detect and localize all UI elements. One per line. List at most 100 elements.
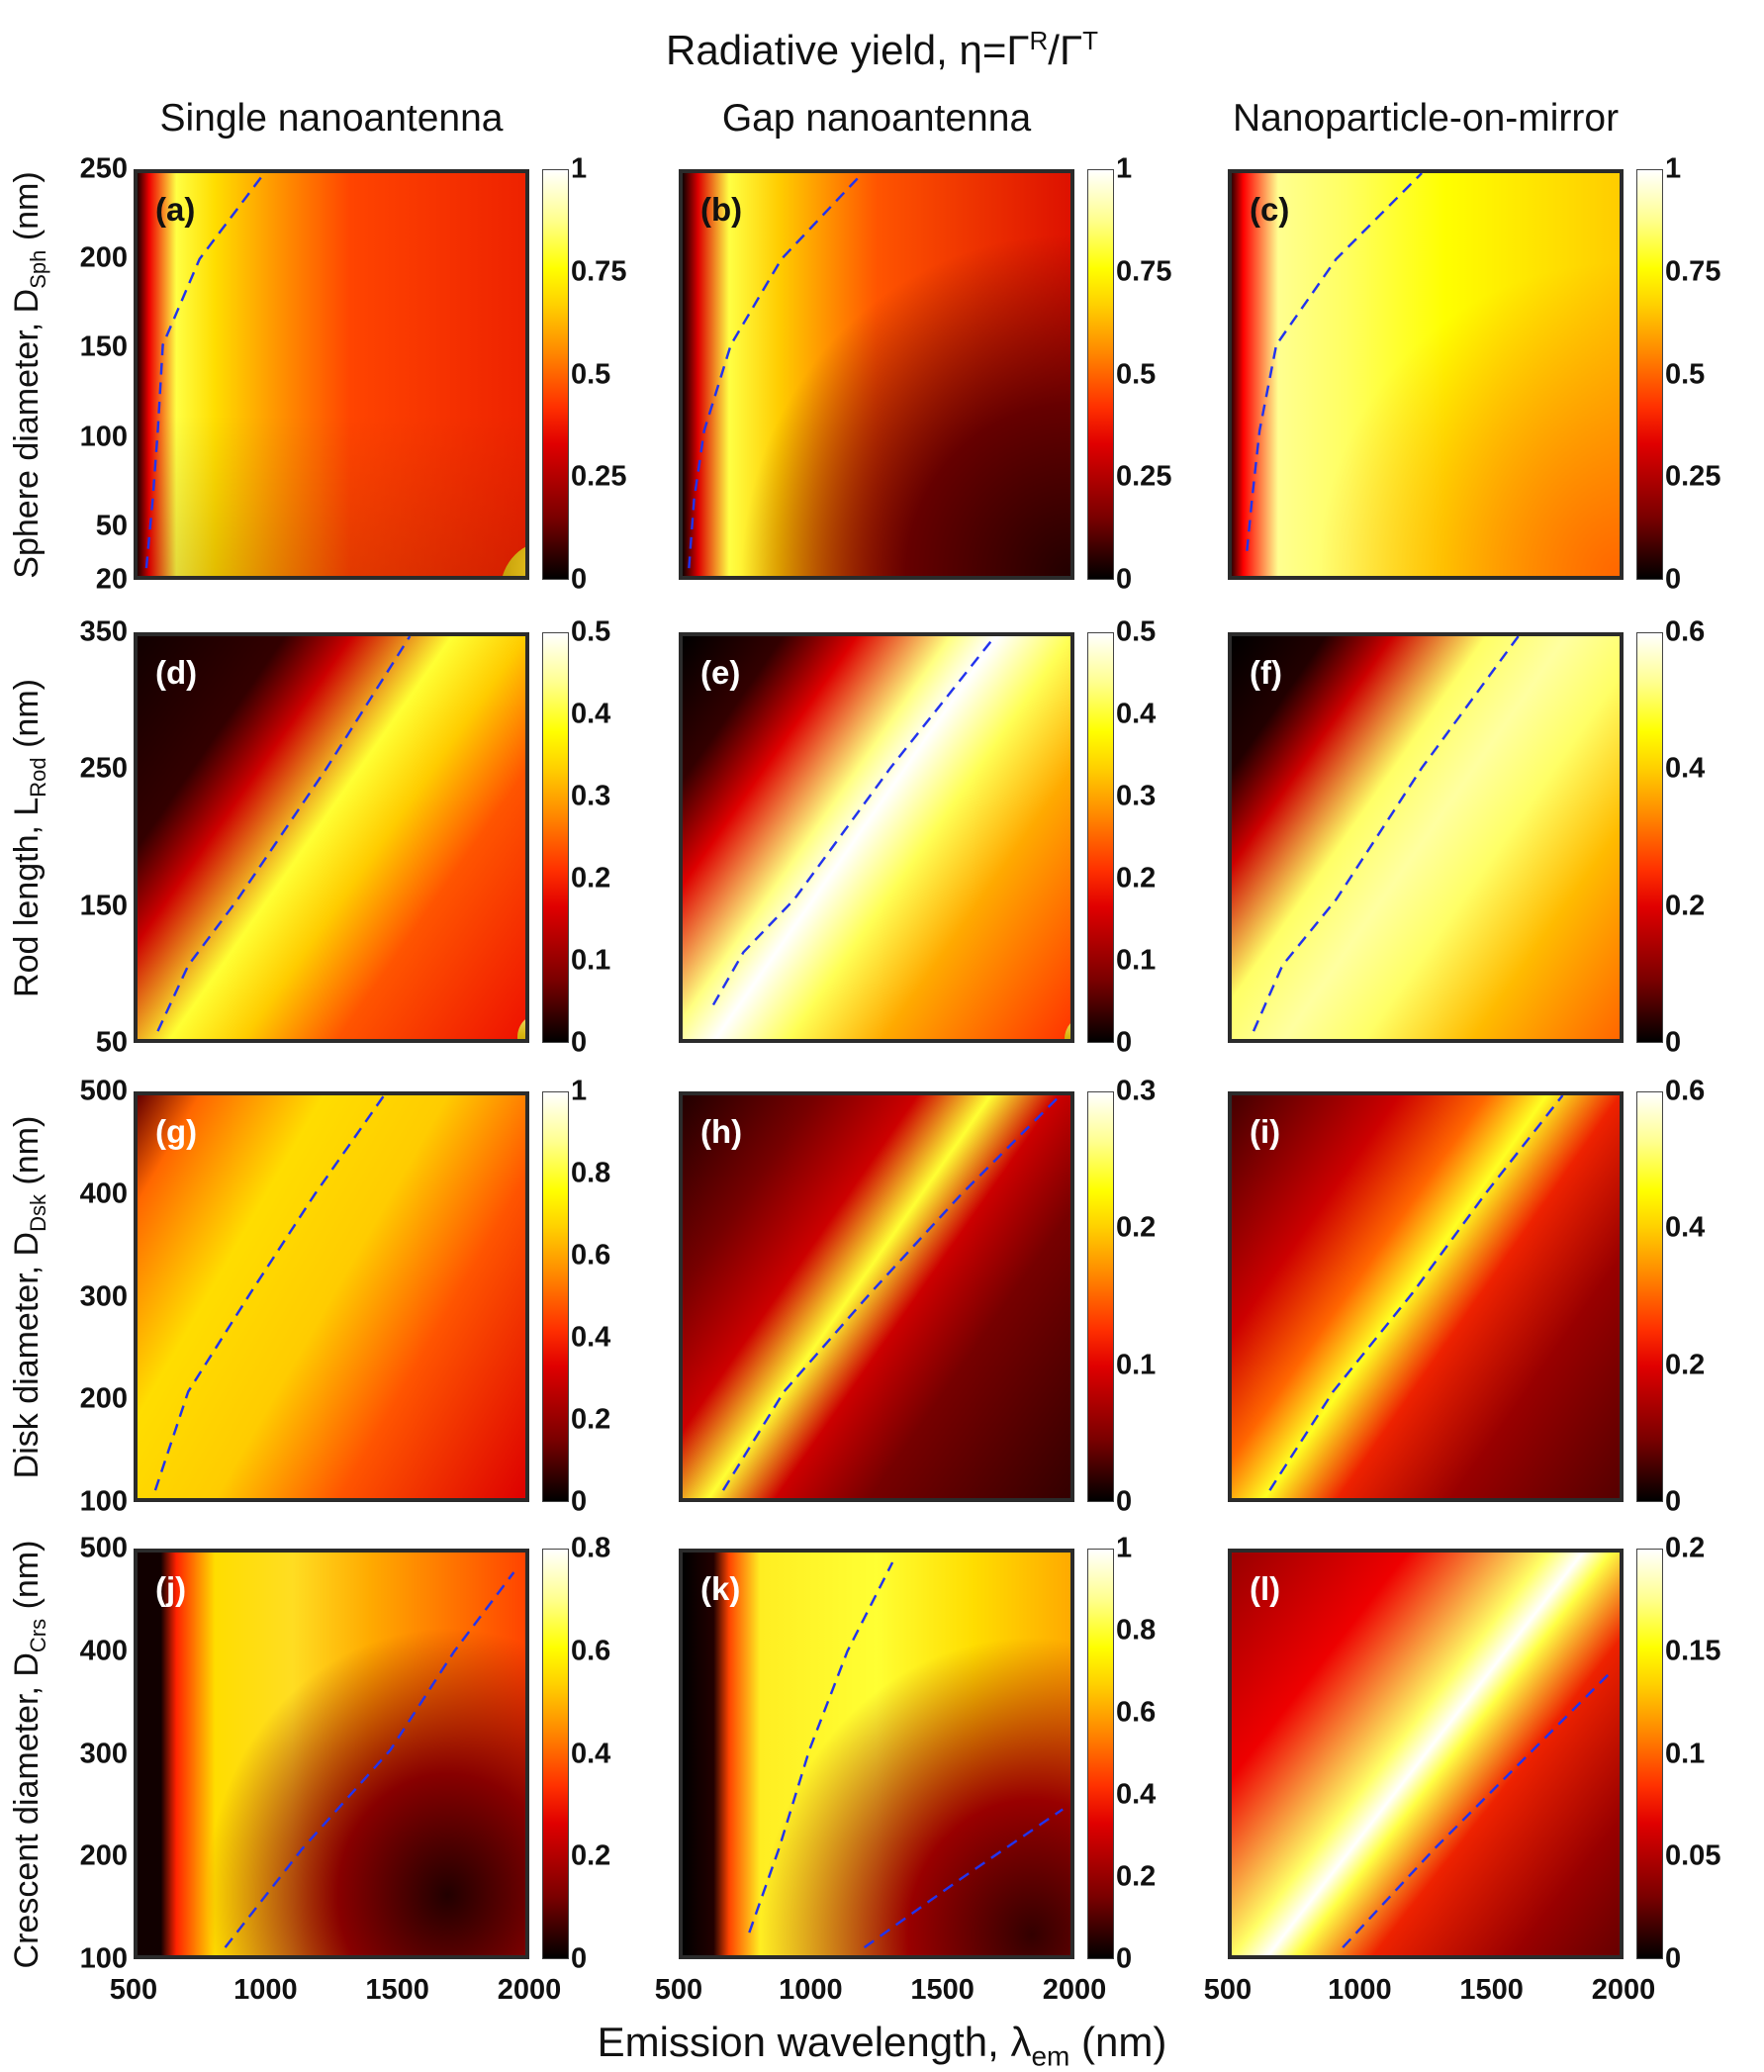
heatmap-panel-e: (e) [679, 632, 1074, 1043]
figure-title: Radiative yield, η=ΓR/ΓT [0, 26, 1764, 74]
y-tick-label: 350 [79, 615, 128, 648]
colorbar-tick-label: 0.4 [571, 698, 611, 730]
colorbar-b [1087, 169, 1114, 580]
colorbar-tick-label: 0 [571, 563, 588, 596]
colorbar-tick-label: 0.8 [571, 1157, 611, 1189]
colorbar-tick-label: 0.1 [1665, 1738, 1706, 1769]
colorbar-tick-label: 0.75 [571, 255, 627, 288]
colorbar-tick-label: 0.15 [1665, 1635, 1721, 1667]
colorbar-tick-label: 0 [1116, 1026, 1133, 1059]
y-label-unit: (nm) [8, 678, 46, 757]
y-tick-label: 100 [79, 421, 128, 453]
resonance-dashed-line [156, 636, 412, 1032]
resonance-overlay [144, 173, 266, 569]
colorbar-tick-label: 0 [1116, 1942, 1133, 1975]
colorbar-tick-label: 0 [1665, 563, 1682, 596]
resonance-dashed-line [748, 1561, 894, 1933]
y-tick-label: 200 [79, 241, 128, 274]
resonance-overlay [156, 636, 412, 1032]
column-title-mirror: Nanoparticle-on-mirror [1232, 97, 1620, 140]
rod-icon [517, 1013, 525, 1039]
colorbar-tick-label: 0.2 [571, 1839, 611, 1872]
colorbar-tick-label: 0.1 [571, 944, 611, 977]
resonance-dashed-line [721, 1095, 1062, 1491]
colorbar-i [1636, 1091, 1663, 1502]
x-tick-label: 2000 [1591, 1974, 1656, 2006]
column-title-single: Single nanoantenna [159, 97, 504, 140]
colorbar-tick-label: 0.3 [1116, 780, 1157, 812]
resonance-overlay [1246, 173, 1423, 551]
colorbar-tick-label: 0.3 [1116, 1075, 1157, 1107]
column-title-gap: Gap nanoantenna [721, 97, 1032, 140]
y-tick-label: 20 [95, 563, 128, 596]
colorbar-tick-label: 0.4 [1116, 1778, 1157, 1811]
heatmap-panel-l: (l) [1228, 1549, 1624, 1959]
y-tick-label: 250 [79, 752, 128, 785]
resonance-overlay [688, 173, 864, 569]
colorbar-tick-label: 0.2 [1116, 862, 1157, 895]
colorbar-l [1636, 1549, 1663, 1959]
colorbar-tick-label: 0 [1116, 563, 1133, 596]
resonance-overlay [721, 1095, 1062, 1491]
resonance-overlay [1268, 1095, 1564, 1491]
colorbar-tick-label: 0.4 [1665, 752, 1706, 785]
y-label-text: Sphere diameter, D [8, 288, 46, 579]
y-tick-label: 500 [79, 1532, 128, 1564]
title-sup-t: T [1082, 26, 1098, 55]
panel-label: (d) [155, 654, 198, 691]
resonance-overlay [748, 1561, 1064, 1949]
colorbar-tick-label: 0 [1665, 1942, 1682, 1975]
colorbar-tick-label: 1 [571, 1075, 588, 1107]
colorbar-tick-label: 0.6 [1665, 615, 1706, 648]
panel-label: (k) [700, 1570, 741, 1607]
panel-label: (j) [155, 1570, 187, 1607]
y-tick-label: 400 [79, 1635, 128, 1667]
panel-label: (b) [700, 191, 743, 228]
colorbar-tick-label: 0.25 [1116, 460, 1172, 493]
y-label-sub: Dsk [25, 1193, 50, 1232]
title-mid: /Γ [1048, 27, 1083, 73]
y-label-sub: Rod [25, 756, 50, 798]
colorbar-g [542, 1091, 569, 1502]
y-tick-label: 150 [79, 330, 128, 363]
y-axis-label: Disk diameter, DDsk (nm) [8, 1115, 51, 1478]
heatmap-panel-k: (k) [679, 1549, 1074, 1959]
colorbar-tick-label: 1 [571, 152, 588, 185]
colorbar-tick-label: 0.8 [571, 1532, 611, 1564]
colorbar-tick-label: 0.4 [1116, 698, 1157, 730]
y-label-text: Crescent diameter, D [8, 1651, 46, 1968]
colorbar-tick-label: 0.1 [1116, 1349, 1157, 1381]
colorbar-tick-label: 0.6 [1116, 1696, 1157, 1729]
colorbar-tick-label: 0 [1665, 1485, 1682, 1518]
colorbar-tick-label: 0 [571, 1942, 588, 1975]
resonance-overlay [224, 1571, 515, 1948]
resonance-dashed-line [224, 1571, 515, 1948]
colorbar-e [1087, 632, 1114, 1043]
resonance-overlay [1252, 636, 1520, 1032]
y-tick-label: 50 [95, 510, 128, 542]
colorbar-tick-label: 0.5 [1665, 358, 1706, 390]
colorbar-tick-label: 0.2 [1116, 1211, 1157, 1244]
x-tick-label: 2000 [1042, 1974, 1107, 2006]
colorbar-tick-label: 0.6 [1665, 1075, 1706, 1107]
panel-label: (h) [700, 1113, 743, 1150]
heatmap-panel-i: (i) [1228, 1091, 1624, 1502]
heatmap-panel-c: (c) [1228, 169, 1624, 580]
resonance-overlay [153, 1095, 386, 1491]
panel-label: (e) [700, 654, 741, 691]
x-tick-label: 2000 [497, 1974, 562, 2006]
y-tick-label: 500 [79, 1075, 128, 1107]
resonance-dashed-line [153, 1095, 386, 1491]
colorbar-tick-label: 0.5 [571, 358, 611, 390]
y-label-sub: Crs [25, 1618, 50, 1652]
resonance-dashed-line [688, 173, 864, 569]
x-tick-label: 1000 [779, 1974, 843, 2006]
colorbar-tick-label: 0.2 [1116, 1860, 1157, 1893]
y-tick-label: 400 [79, 1177, 128, 1210]
colorbar-tick-label: 0.2 [571, 862, 611, 895]
y-tick-label: 250 [79, 152, 128, 185]
x-tick-label: 1000 [1328, 1974, 1392, 2006]
colorbar-tick-label: 0.5 [571, 615, 611, 648]
y-axis-label: Rod length, LRod (nm) [8, 679, 51, 997]
resonance-overlay [711, 636, 996, 1006]
